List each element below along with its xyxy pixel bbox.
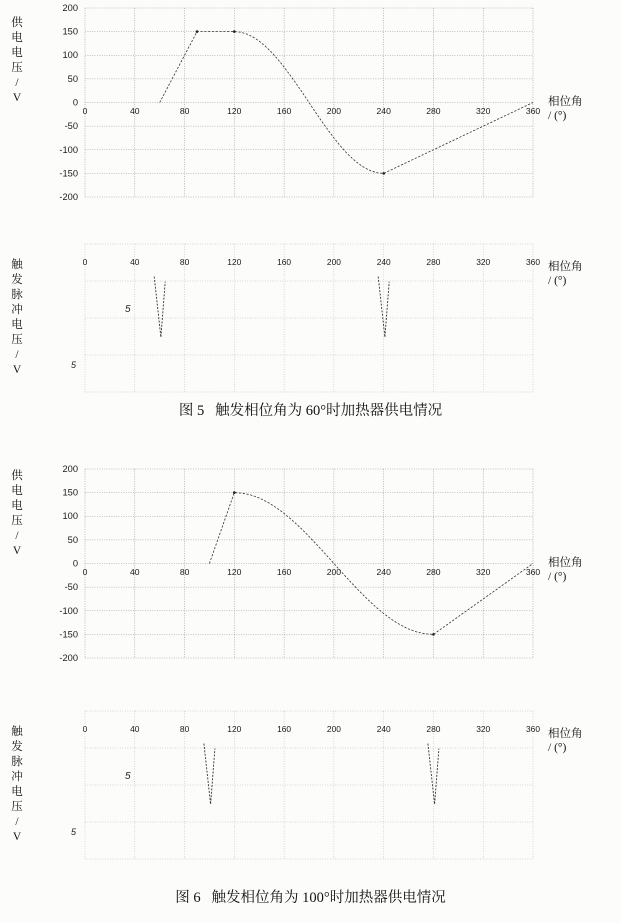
svg-text:360: 360 [526, 567, 541, 577]
svg-text:320: 320 [476, 567, 491, 577]
svg-text:5: 5 [125, 771, 131, 782]
svg-text:-100: -100 [59, 606, 78, 616]
svg-text:120: 120 [227, 567, 242, 577]
svg-text:150: 150 [62, 488, 78, 498]
svg-text:240: 240 [377, 257, 391, 267]
svg-text:200: 200 [62, 3, 78, 13]
svg-text:160: 160 [277, 257, 291, 267]
svg-text:0: 0 [73, 98, 78, 108]
svg-text:200: 200 [327, 106, 342, 116]
svg-text:40: 40 [130, 567, 140, 577]
svg-text:280: 280 [426, 567, 441, 577]
svg-text:240: 240 [377, 567, 392, 577]
svg-text:-150: -150 [59, 629, 78, 639]
svg-text:80: 80 [180, 257, 190, 267]
svg-text:100: 100 [62, 511, 78, 521]
svg-text:80: 80 [180, 724, 190, 734]
svg-text:0: 0 [73, 559, 78, 569]
svg-text:50: 50 [68, 535, 78, 545]
svg-text:40: 40 [130, 106, 140, 116]
svg-text:0: 0 [83, 106, 88, 116]
svg-text:-150: -150 [59, 168, 78, 178]
svg-text:80: 80 [180, 567, 190, 577]
svg-text:-100: -100 [59, 145, 78, 155]
svg-text:0: 0 [83, 257, 88, 267]
svg-text:50: 50 [68, 74, 78, 84]
svg-text:150: 150 [62, 27, 78, 37]
svg-text:240: 240 [377, 106, 392, 116]
svg-text:5: 5 [125, 304, 131, 315]
svg-text:120: 120 [227, 257, 241, 267]
svg-text:360: 360 [526, 257, 540, 267]
svg-text:360: 360 [526, 724, 540, 734]
svg-text:280: 280 [426, 106, 441, 116]
svg-text:-50: -50 [65, 121, 78, 131]
svg-text:280: 280 [426, 724, 440, 734]
svg-text:5: 5 [71, 360, 77, 370]
svg-text:320: 320 [476, 724, 490, 734]
svg-text:-50: -50 [65, 582, 78, 592]
svg-text:200: 200 [327, 724, 341, 734]
svg-text:200: 200 [327, 257, 341, 267]
svg-text:80: 80 [180, 106, 190, 116]
svg-text:0: 0 [83, 567, 88, 577]
svg-text:160: 160 [277, 724, 291, 734]
svg-text:200: 200 [327, 567, 342, 577]
svg-text:0: 0 [83, 724, 88, 734]
svg-text:320: 320 [476, 257, 490, 267]
svg-text:120: 120 [227, 106, 242, 116]
svg-text:40: 40 [130, 724, 140, 734]
svg-text:120: 120 [227, 724, 241, 734]
svg-text:320: 320 [476, 106, 491, 116]
svg-text:280: 280 [426, 257, 440, 267]
svg-text:-200: -200 [59, 192, 78, 202]
svg-text:40: 40 [130, 257, 140, 267]
svg-text:240: 240 [377, 724, 391, 734]
svg-text:360: 360 [526, 106, 541, 116]
svg-text:160: 160 [277, 567, 292, 577]
svg-text:160: 160 [277, 106, 292, 116]
svg-text:-200: -200 [59, 653, 78, 663]
svg-text:200: 200 [62, 464, 78, 474]
svg-text:5: 5 [71, 827, 77, 837]
svg-text:100: 100 [62, 50, 78, 60]
